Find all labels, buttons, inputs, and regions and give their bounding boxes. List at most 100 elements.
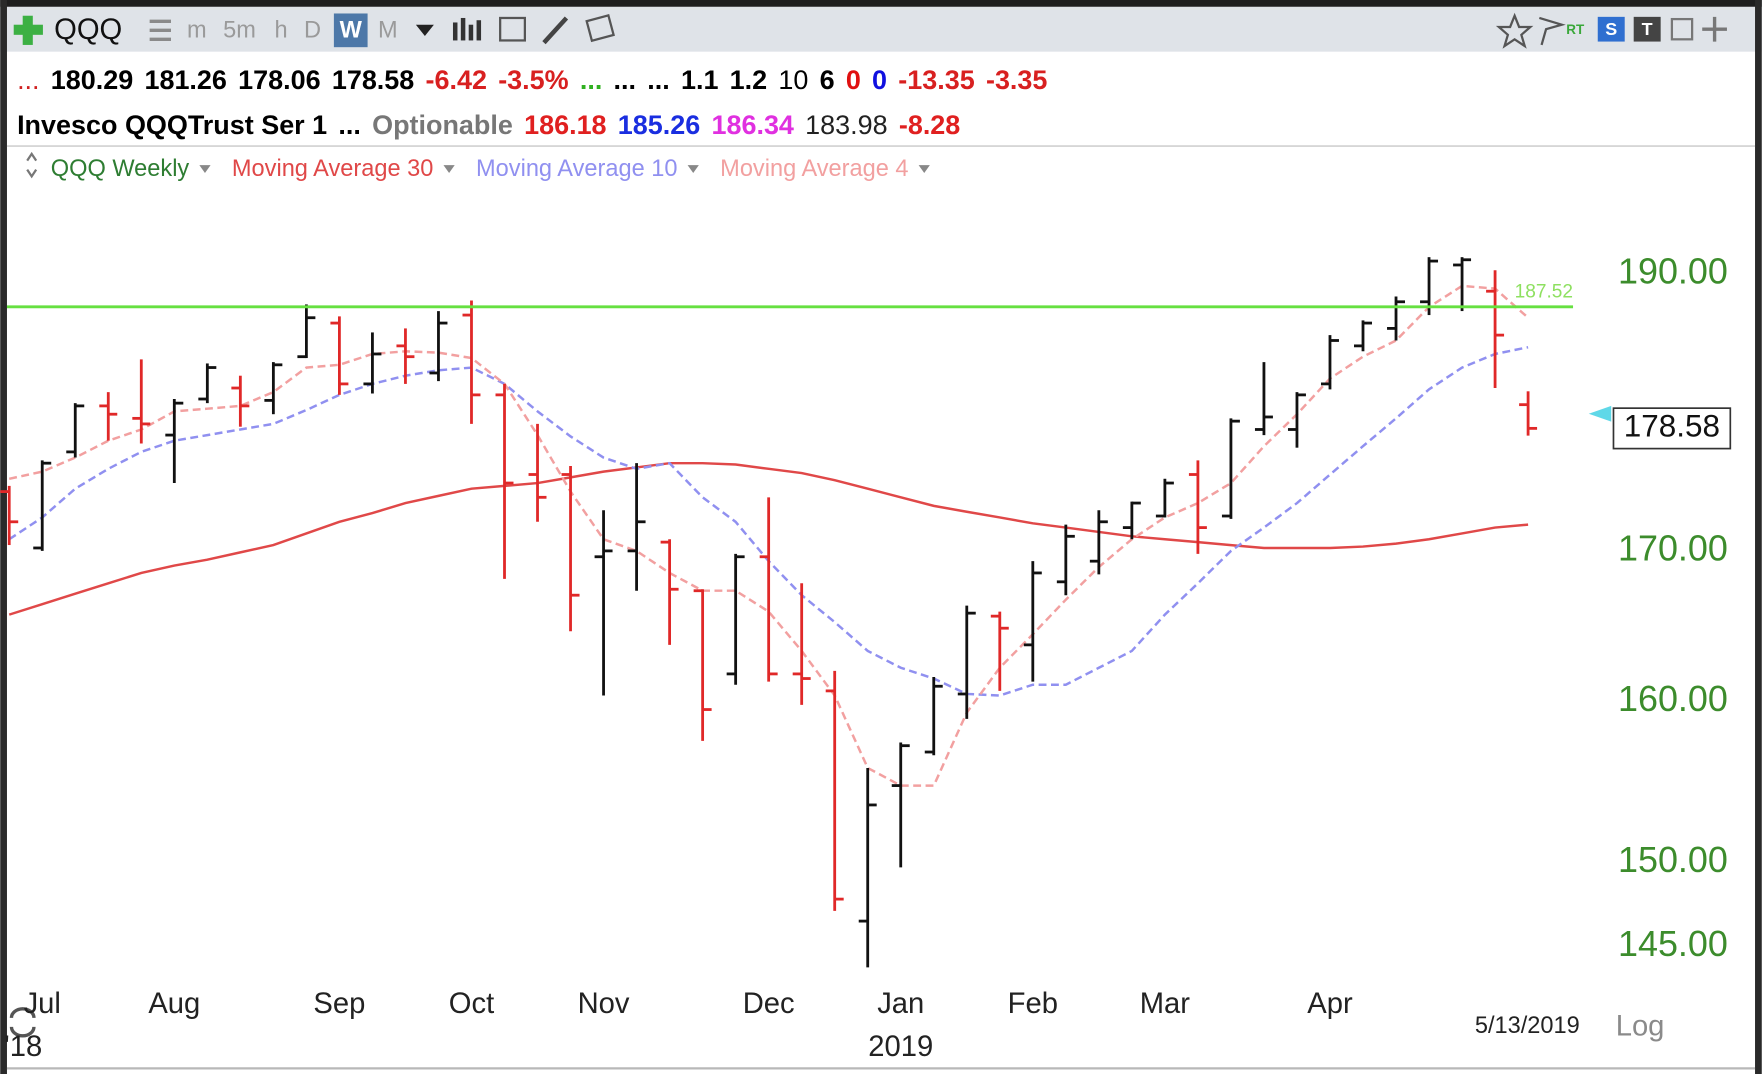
ohlc-bar xyxy=(1056,524,1075,596)
ohlc-bar xyxy=(858,767,877,968)
y-tick-label: 160.00 xyxy=(1618,678,1728,719)
ohlc-bar xyxy=(825,670,844,911)
chart-style-icon[interactable] xyxy=(452,17,482,41)
left-border xyxy=(0,0,7,1074)
quote-field: 180.29 xyxy=(51,65,133,95)
toolbar-label[interactable]: RT xyxy=(1566,22,1585,37)
last-price-label: 178.58 xyxy=(1624,409,1720,444)
ohlc-bar xyxy=(264,362,283,415)
ohlc-bar xyxy=(330,316,349,395)
symbol[interactable]: QQQ xyxy=(54,14,122,46)
interval-button[interactable]: m xyxy=(187,17,207,43)
flag-icon[interactable] xyxy=(1539,16,1566,46)
ohlc-bar xyxy=(528,423,547,522)
ohlc-bar xyxy=(726,553,745,685)
scale-label[interactable]: Log xyxy=(1616,1011,1665,1043)
legend-dropdown[interactable] xyxy=(443,165,455,174)
legend-dropdown[interactable] xyxy=(199,165,211,174)
menu-icon[interactable] xyxy=(149,19,171,42)
quote-field: 0 xyxy=(872,65,887,95)
quote-field: 178.58 xyxy=(332,65,414,95)
ohlc-bar xyxy=(1420,257,1439,316)
layout-icon[interactable] xyxy=(499,16,526,42)
legend-entry[interactable]: Moving Average 4 xyxy=(720,155,908,181)
interval-button[interactable]: h xyxy=(275,17,288,43)
legend-entry[interactable]: Moving Average 10 xyxy=(476,155,677,181)
quote-field: 186.34 xyxy=(711,110,793,140)
legend-dropdown[interactable] xyxy=(918,165,930,174)
quote-field: Invesco QQQTrust Ser 1 xyxy=(17,110,327,140)
x-year-label: 2019 xyxy=(868,1031,933,1063)
ohlc-bar xyxy=(165,399,184,484)
price-bars xyxy=(0,257,1538,968)
x-tick-label: Feb xyxy=(1008,988,1058,1020)
toolbar-label[interactable]: S xyxy=(1605,19,1617,39)
quote-field: 6 xyxy=(820,65,835,95)
quote-field: 186.18 xyxy=(524,110,606,140)
ohlc-bar xyxy=(1453,257,1472,312)
add-button[interactable] xyxy=(13,15,43,45)
interval-button[interactable]: M xyxy=(378,17,398,43)
last-date: 5/13/2019 xyxy=(1475,1012,1580,1038)
y-tick-label: 145.00 xyxy=(1618,923,1728,964)
ohlc-bar xyxy=(99,392,118,441)
quote-field: -8.28 xyxy=(899,110,960,140)
ohlc-bar xyxy=(429,311,448,382)
interval-button[interactable]: 5m xyxy=(223,17,256,43)
ohlc-bar xyxy=(891,742,910,868)
x-tick-label: Aug xyxy=(148,988,200,1020)
ohlc-bar xyxy=(198,363,217,404)
top-border xyxy=(0,0,1762,7)
x-tick-label: Sep xyxy=(313,988,365,1020)
window-icon[interactable] xyxy=(1670,17,1694,41)
ohlc-bar xyxy=(1387,296,1406,341)
ohlc-bar xyxy=(924,676,943,756)
ohlc-bar xyxy=(0,485,19,546)
toolbar-label[interactable]: T xyxy=(1642,19,1653,39)
x-tick-label: Apr xyxy=(1307,988,1353,1020)
quote-field: -6.42 xyxy=(426,65,487,95)
interval-selected-bg xyxy=(333,13,368,48)
ohlc-bar xyxy=(363,332,382,394)
ohlc-bar xyxy=(33,460,52,551)
y-tick-label: 150.00 xyxy=(1618,839,1728,880)
x-tick-label: Jan xyxy=(877,988,924,1020)
quote-field: ... xyxy=(614,65,636,95)
ohlc-bar xyxy=(462,300,481,424)
last-price-box xyxy=(1612,407,1732,450)
quote-field: ... xyxy=(647,65,669,95)
ohlc-bar xyxy=(693,589,712,741)
interval-button[interactable]: W xyxy=(340,17,363,43)
ohlc-bar xyxy=(1221,418,1240,519)
legend-entry[interactable]: Moving Average 30 xyxy=(232,155,433,181)
quote-field: -3.35 xyxy=(986,65,1047,95)
moving-average-line xyxy=(8,284,1529,787)
x-tick-label: Oct xyxy=(449,988,494,1020)
moving-average-line xyxy=(8,461,1529,616)
interval-button[interactable]: D xyxy=(304,17,321,43)
ohlc-bar xyxy=(1188,460,1207,554)
legend-handle[interactable] xyxy=(26,151,38,179)
note-icon[interactable] xyxy=(585,14,615,43)
ohlc-bar xyxy=(660,539,679,645)
toolbar-badge xyxy=(1597,16,1625,42)
quote-field: 178.06 xyxy=(238,65,320,95)
ohlc-bar xyxy=(1089,510,1108,575)
refresh-icon[interactable] xyxy=(9,1007,36,1038)
quote-field: 1.1 xyxy=(681,65,718,95)
ohlc-bar xyxy=(1287,392,1306,448)
quote-field: 0 xyxy=(846,65,861,95)
quote-field: 185.26 xyxy=(618,110,700,140)
dropdown-icon[interactable] xyxy=(415,24,434,36)
move-icon[interactable] xyxy=(1702,16,1727,42)
draw-icon[interactable] xyxy=(542,16,569,45)
legend-dropdown[interactable] xyxy=(687,165,699,174)
ohlc-bar xyxy=(1320,335,1339,390)
legend-entry[interactable]: QQQ Weekly xyxy=(51,155,190,181)
quote-field: 1.2 xyxy=(730,65,767,95)
x-tick-label: Nov xyxy=(578,988,630,1020)
star-icon[interactable] xyxy=(1495,12,1534,49)
ohlc-bar xyxy=(1486,270,1505,389)
ohlc-bar xyxy=(1354,320,1372,352)
